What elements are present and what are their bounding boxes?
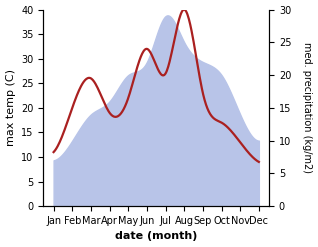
X-axis label: date (month): date (month) xyxy=(115,231,197,242)
Y-axis label: med. precipitation (kg/m2): med. precipitation (kg/m2) xyxy=(302,42,313,173)
Y-axis label: max temp (C): max temp (C) xyxy=(5,69,16,146)
